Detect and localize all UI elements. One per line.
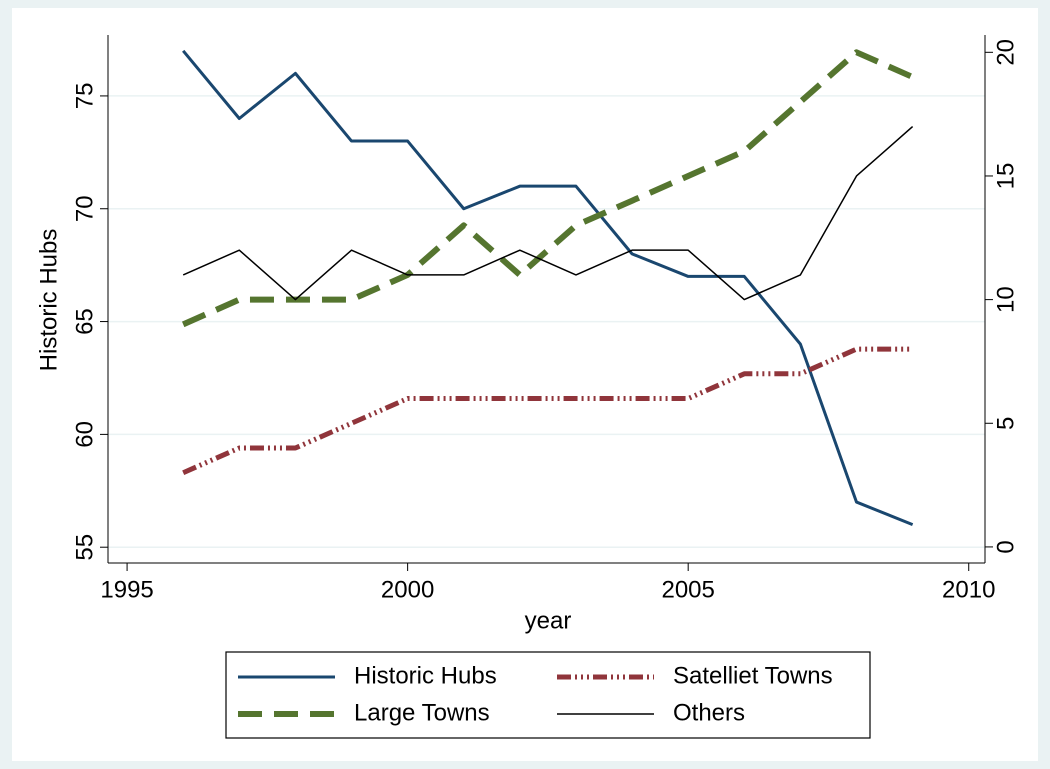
x-tick-label: 2005 — [661, 576, 714, 603]
y2-tick-label: 10 — [992, 286, 1019, 313]
y-tick-label: 65 — [71, 308, 98, 335]
series-line — [182, 346, 913, 476]
y2-tick-label: 15 — [992, 163, 1019, 190]
legend-label: Historic Hubs — [354, 662, 497, 689]
series-line — [182, 125, 914, 301]
y2-tick-label: 0 — [992, 540, 1019, 553]
legend-label: Large Towns — [354, 699, 490, 726]
series-line — [182, 49, 914, 527]
y-tick-label: 55 — [71, 534, 98, 561]
x-axis-title: year — [525, 607, 572, 634]
y2-tick-label: 5 — [992, 417, 1019, 430]
y2-tick-label: 20 — [992, 39, 1019, 66]
legend-label: Others — [673, 699, 745, 726]
legend-box — [225, 651, 871, 739]
legend-label: Satelliet Towns — [673, 662, 833, 689]
y-axis-title: Historic Hubs — [35, 229, 62, 372]
series-line — [181, 49, 914, 328]
x-tick-label: 1995 — [100, 576, 153, 603]
graph-region — [12, 8, 1038, 761]
x-tick-label: 2000 — [381, 576, 434, 603]
x-tick-label: 2010 — [942, 576, 995, 603]
y-tick-label: 70 — [71, 195, 98, 222]
y-tick-label: 60 — [71, 421, 98, 448]
y-tick-label: 75 — [71, 83, 98, 110]
